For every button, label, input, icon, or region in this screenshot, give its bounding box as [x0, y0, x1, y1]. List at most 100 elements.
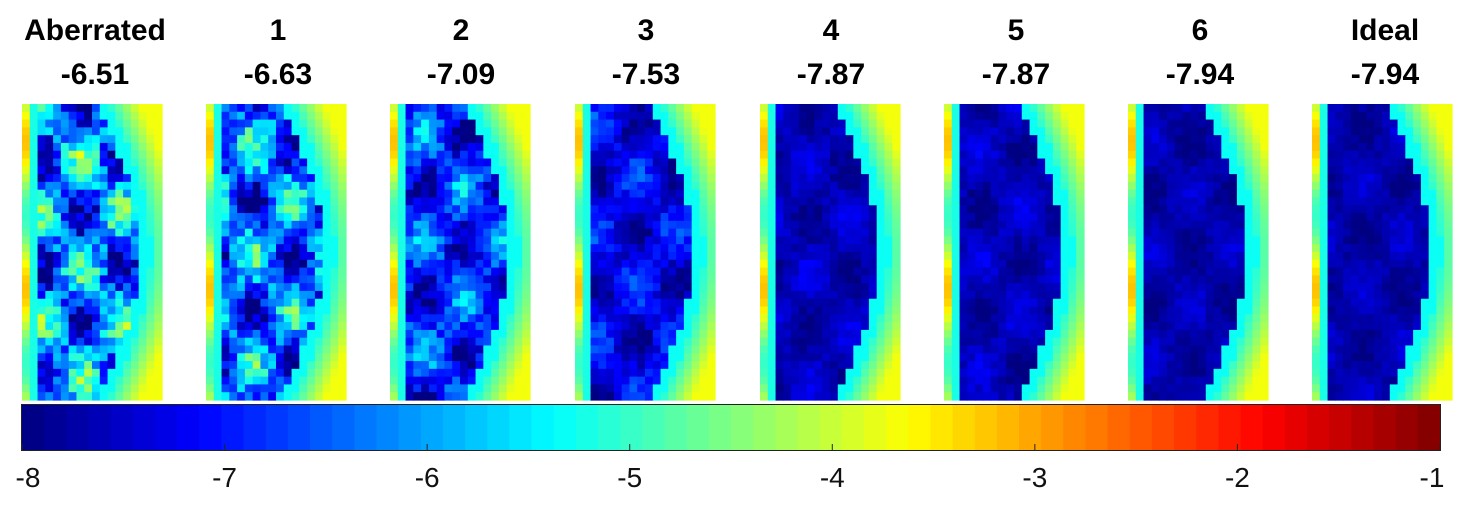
heatmap-cell: [861, 142, 870, 152]
heatmap-cell: [590, 392, 599, 401]
heatmap-cell: [876, 259, 886, 269]
heatmap-cell: [845, 205, 854, 214]
heatmap-cell: [1252, 135, 1261, 144]
heatmap-cell: [707, 329, 716, 339]
heatmap-cell: [1205, 244, 1215, 253]
heatmap-cell: [798, 150, 808, 160]
heatmap-cell: [291, 259, 300, 269]
heatmap-cell: [691, 322, 701, 331]
heatmap-cell: [307, 111, 316, 121]
heatmap-cell: [1182, 189, 1191, 199]
heatmap-cell: [221, 345, 230, 354]
heatmap-cell: [845, 135, 854, 144]
heatmap-cell: [668, 150, 677, 160]
heatmap-cell: [944, 119, 953, 128]
heatmap-cell: [1166, 197, 1176, 206]
heatmap-cell: [1021, 306, 1031, 315]
heatmap-cell: [99, 127, 109, 136]
heatmap-cell: [206, 252, 215, 261]
heatmap-cell: [123, 181, 132, 191]
heatmap-cell: [892, 314, 901, 323]
heatmap-cell: [390, 127, 399, 136]
heatmap-cell: [99, 376, 109, 386]
heatmap-cell: [975, 322, 984, 331]
heatmap-cell: [405, 368, 414, 378]
heatmap-cell: [1213, 298, 1222, 308]
heatmap-cell: [1319, 104, 1329, 113]
heatmap-cell: [699, 205, 708, 214]
heatmap-cell: [428, 298, 438, 308]
heatmap-cell: [637, 337, 646, 347]
heatmap-cell: [691, 314, 701, 323]
heatmap-cell: [1236, 142, 1246, 152]
heatmap-cell: [260, 205, 269, 214]
heatmap-cell: [590, 119, 599, 128]
heatmap-cell: [37, 353, 46, 362]
heatmap-cell: [814, 236, 823, 245]
heatmap-cell: [467, 189, 477, 199]
heatmap-cell: [1060, 337, 1070, 347]
heatmap-cell: [1037, 127, 1046, 136]
heatmap-cell: [244, 306, 254, 315]
heatmap-cell: [1045, 181, 1054, 191]
heatmap-cell: [884, 322, 893, 331]
heatmap-cell: [982, 283, 992, 292]
heatmap-cell: [1366, 150, 1375, 160]
heatmap-cell: [892, 298, 901, 308]
heatmap-cell: [868, 283, 878, 292]
heatmap-cell: [1190, 298, 1199, 308]
heatmap-cell: [452, 290, 461, 300]
heatmap-cell: [483, 174, 492, 183]
heatmap-cell: [522, 337, 531, 347]
heatmap-cell: [629, 290, 638, 300]
heatmap-cell: [206, 283, 215, 292]
heatmap-cell: [853, 368, 862, 378]
heatmap-cell: [683, 314, 693, 323]
heatmap-cell: [853, 392, 862, 401]
heatmap-cell: [1045, 290, 1054, 300]
heatmap-cell: [645, 392, 654, 401]
heatmap-cell: [606, 392, 615, 401]
heatmap-cell: [1174, 392, 1184, 401]
heatmap-cell: [428, 135, 438, 144]
heatmap-cell: [1029, 384, 1038, 393]
heatmap-cell: [60, 361, 70, 370]
heatmap-cell: [299, 181, 308, 191]
heatmap-cell: [1159, 104, 1168, 113]
heatmap-cell: [498, 228, 508, 238]
heatmap-cell: [299, 119, 308, 128]
heatmap-cell: [221, 267, 230, 276]
heatmap-cell: [806, 205, 816, 214]
heatmap-cell: [861, 392, 870, 401]
heatmap-cell: [975, 127, 984, 136]
heatmap-cell: [45, 337, 54, 347]
heatmap-cell: [92, 104, 101, 113]
heatmap-cell: [1229, 244, 1238, 253]
heatmap-cell: [1060, 384, 1070, 393]
heatmap-cell: [37, 197, 46, 206]
heatmap-cell: [76, 166, 85, 175]
heatmap-cell: [45, 166, 54, 175]
heatmap-cell: [637, 298, 646, 308]
heatmap-cell: [892, 361, 901, 370]
heatmap-cell: [1166, 259, 1176, 269]
heatmap-cell: [1029, 252, 1038, 261]
heatmap-cell: [76, 104, 85, 113]
heatmap-cell: [1174, 104, 1184, 113]
heatmap-cell: [252, 306, 262, 315]
heatmap-cell: [1014, 166, 1023, 175]
heatmap-cell: [299, 322, 308, 331]
heatmap-cell: [84, 329, 93, 339]
heatmap-cell: [291, 220, 300, 230]
heatmap-cell: [1190, 150, 1199, 160]
heatmap-cell: [460, 197, 469, 206]
heatmap-cell: [330, 174, 339, 183]
heatmap-cell: [252, 174, 262, 183]
heatmap-cell: [107, 127, 116, 136]
heatmap-cell: [1244, 104, 1254, 113]
heatmap-cell: [982, 228, 992, 238]
heatmap-cell: [276, 376, 285, 386]
heatmap-cell: [92, 220, 101, 230]
heatmap-cell: [475, 376, 484, 386]
heatmap-cell: [775, 236, 784, 245]
